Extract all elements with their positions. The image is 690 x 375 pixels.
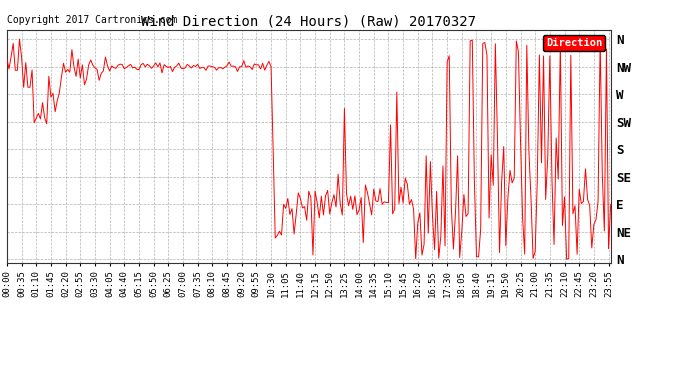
Legend: Direction: Direction <box>543 35 605 51</box>
Title: Wind Direction (24 Hours) (Raw) 20170327: Wind Direction (24 Hours) (Raw) 20170327 <box>141 15 476 29</box>
Text: Copyright 2017 Cartronics.com: Copyright 2017 Cartronics.com <box>7 15 177 26</box>
